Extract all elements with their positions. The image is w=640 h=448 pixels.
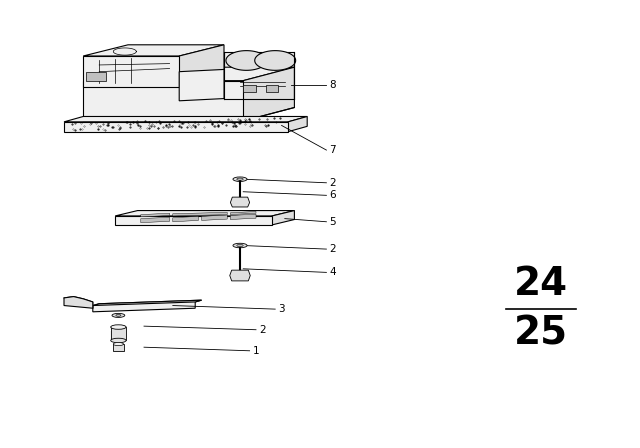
Polygon shape xyxy=(83,56,179,87)
Polygon shape xyxy=(64,122,288,132)
Polygon shape xyxy=(230,214,256,220)
Text: 4: 4 xyxy=(330,267,336,277)
Ellipse shape xyxy=(237,178,243,180)
Polygon shape xyxy=(83,67,294,81)
Text: 7: 7 xyxy=(330,145,336,155)
Polygon shape xyxy=(83,81,243,121)
Polygon shape xyxy=(230,197,250,207)
Text: 2: 2 xyxy=(330,178,336,188)
Text: 25: 25 xyxy=(514,315,568,353)
Polygon shape xyxy=(202,215,227,220)
Ellipse shape xyxy=(111,338,126,343)
Polygon shape xyxy=(141,213,170,217)
Polygon shape xyxy=(141,217,170,223)
Polygon shape xyxy=(173,216,198,222)
Polygon shape xyxy=(179,69,224,101)
Polygon shape xyxy=(230,211,256,215)
Text: 3: 3 xyxy=(278,304,285,314)
Polygon shape xyxy=(255,51,296,70)
Polygon shape xyxy=(83,45,224,56)
Ellipse shape xyxy=(233,243,247,248)
Text: 6: 6 xyxy=(330,190,336,200)
Polygon shape xyxy=(243,67,294,121)
Polygon shape xyxy=(115,216,272,225)
Ellipse shape xyxy=(111,325,126,329)
Polygon shape xyxy=(179,45,224,87)
Polygon shape xyxy=(173,212,227,216)
Polygon shape xyxy=(266,85,278,92)
Polygon shape xyxy=(64,116,307,122)
Ellipse shape xyxy=(237,245,243,247)
Polygon shape xyxy=(115,211,294,216)
Ellipse shape xyxy=(233,177,247,181)
Text: 1: 1 xyxy=(253,346,259,356)
Polygon shape xyxy=(224,52,294,69)
Text: 5: 5 xyxy=(330,217,336,227)
Polygon shape xyxy=(111,327,126,340)
Polygon shape xyxy=(288,116,307,132)
Text: 8: 8 xyxy=(330,80,336,90)
Polygon shape xyxy=(86,72,106,81)
Polygon shape xyxy=(226,51,267,70)
Ellipse shape xyxy=(116,314,121,316)
Polygon shape xyxy=(113,344,124,351)
Polygon shape xyxy=(93,300,202,306)
Polygon shape xyxy=(93,300,202,312)
Text: 24: 24 xyxy=(514,266,568,303)
Polygon shape xyxy=(243,85,256,92)
Polygon shape xyxy=(224,69,294,99)
Ellipse shape xyxy=(112,314,125,318)
Polygon shape xyxy=(272,211,294,225)
Polygon shape xyxy=(64,297,93,308)
Text: 2: 2 xyxy=(259,325,266,335)
Ellipse shape xyxy=(113,342,124,346)
Text: 2: 2 xyxy=(330,244,336,254)
Polygon shape xyxy=(230,270,250,281)
